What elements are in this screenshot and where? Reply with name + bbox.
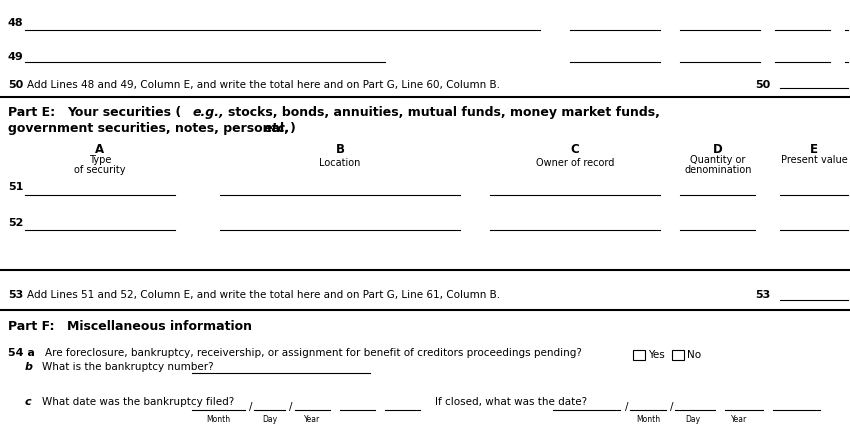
Text: 49: 49 [8, 52, 24, 62]
Text: Are foreclosure, bankruptcy, receivership, or assignment for benefit of creditor: Are foreclosure, bankruptcy, receivershi… [45, 348, 582, 358]
Text: What date was the bankruptcy filed?: What date was the bankruptcy filed? [42, 397, 235, 407]
Text: /: / [289, 402, 292, 412]
Text: Type: Type [88, 155, 111, 165]
Text: What is the bankruptcy number?: What is the bankruptcy number? [42, 362, 213, 372]
Text: Owner of record: Owner of record [536, 158, 615, 168]
Text: Present value: Present value [780, 155, 847, 165]
Text: Quantity or: Quantity or [690, 155, 745, 165]
Text: Year: Year [731, 415, 747, 424]
Text: 50: 50 [8, 80, 23, 90]
Text: Add Lines 51 and 52, Column E, and write the total here and on Part G, Line 61, : Add Lines 51 and 52, Column E, and write… [27, 290, 500, 300]
Text: /: / [249, 402, 252, 412]
Text: 54 a: 54 a [8, 348, 35, 358]
Text: Location: Location [320, 158, 360, 168]
Text: Part E:: Part E: [8, 106, 55, 119]
Text: denomination: denomination [684, 165, 751, 175]
Text: 48: 48 [8, 18, 24, 28]
Text: Yes: Yes [648, 350, 665, 360]
Bar [633, 350, 645, 360]
Text: Day: Day [685, 415, 700, 424]
Text: Add Lines 48 and 49, Column E, and write the total here and on Part G, Line 60, : Add Lines 48 and 49, Column E, and write… [27, 80, 500, 90]
Text: C: C [570, 143, 580, 156]
Text: A: A [95, 143, 105, 156]
Text: 53: 53 [755, 290, 770, 300]
Text: 50: 50 [755, 80, 770, 90]
Text: etc.: etc. [264, 122, 291, 135]
Text: E: E [810, 143, 818, 156]
Text: Miscellaneous information: Miscellaneous information [67, 320, 252, 333]
Text: of security: of security [74, 165, 126, 175]
Text: stocks, bonds, annuities, mutual funds, money market funds,: stocks, bonds, annuities, mutual funds, … [228, 106, 660, 119]
Text: Your securities (: Your securities ( [67, 106, 181, 119]
Text: Day: Day [263, 415, 278, 424]
Text: If closed, what was the date?: If closed, what was the date? [435, 397, 587, 407]
Text: Month: Month [206, 415, 230, 424]
Text: government securities, notes, personal,: government securities, notes, personal, [8, 122, 289, 135]
Text: Year: Year [303, 415, 320, 424]
Text: 52: 52 [8, 218, 23, 228]
Text: Month: Month [636, 415, 660, 424]
Text: ): ) [290, 122, 296, 135]
Text: 51: 51 [8, 182, 23, 192]
Text: e.g.,: e.g., [193, 106, 224, 119]
Text: /: / [671, 402, 674, 412]
Text: 53: 53 [8, 290, 23, 300]
Text: Part F:: Part F: [8, 320, 54, 333]
Text: b: b [25, 362, 33, 372]
Text: B: B [336, 143, 344, 156]
Bar [672, 350, 684, 360]
Text: /: / [626, 402, 629, 412]
Text: c: c [25, 397, 31, 407]
Text: No: No [687, 350, 701, 360]
Text: D: D [713, 143, 722, 156]
